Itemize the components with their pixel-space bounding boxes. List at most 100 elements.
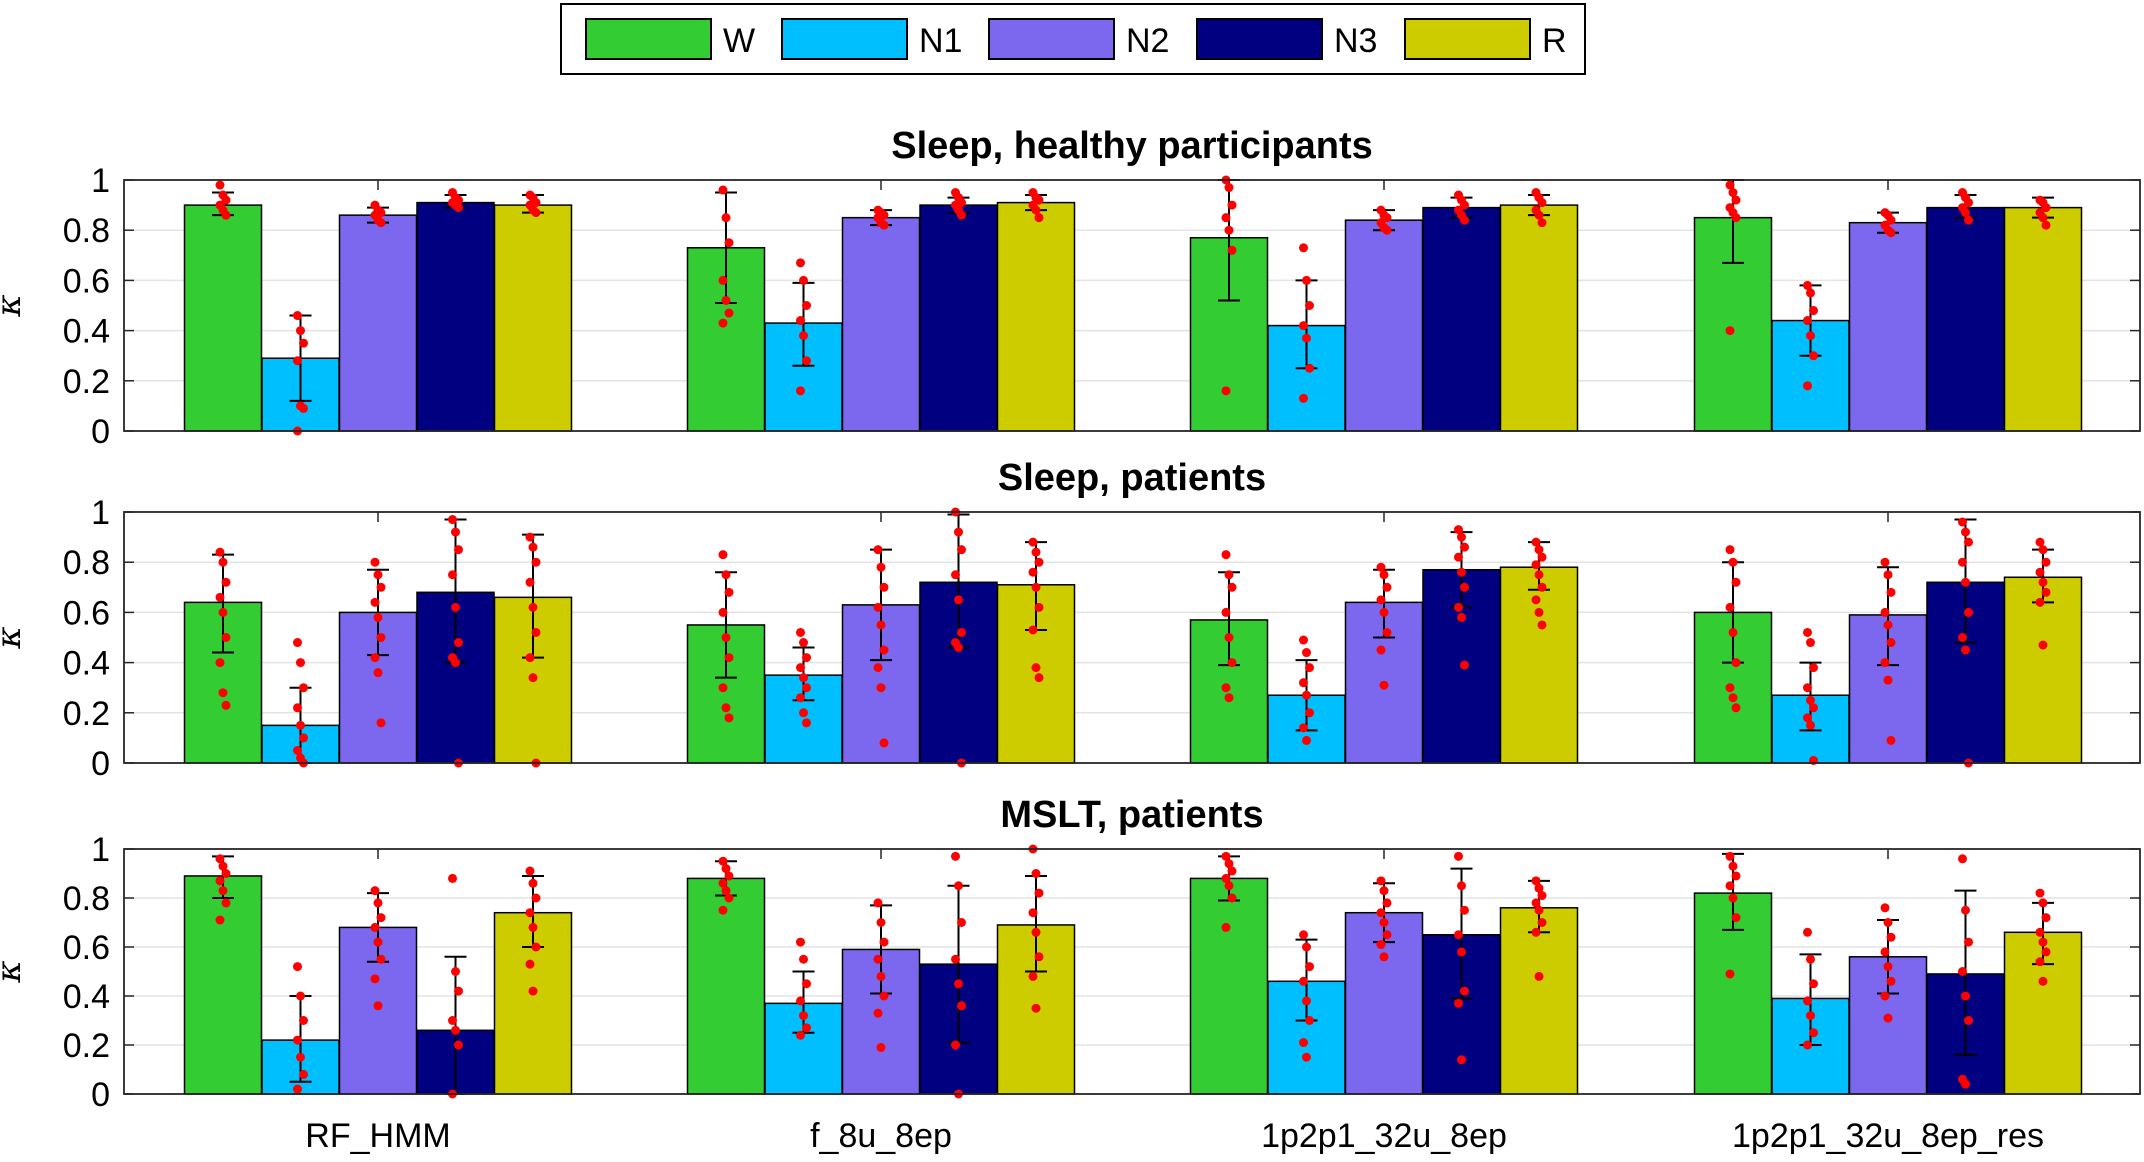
data-point — [1961, 905, 1970, 915]
data-point — [1725, 683, 1735, 693]
data-point — [221, 210, 231, 220]
data-point — [525, 866, 535, 876]
x-category-label: 1p2p1_32u_8ep — [1261, 1117, 1507, 1155]
data-point — [1305, 708, 1314, 718]
data-point — [1537, 891, 1547, 901]
data-point — [1305, 363, 1314, 373]
data-point — [1803, 1040, 1812, 1050]
data-point — [448, 570, 457, 580]
data-point — [531, 893, 541, 903]
data-point — [802, 356, 811, 366]
data-point — [451, 602, 460, 612]
data-point — [215, 180, 225, 190]
data-point — [1221, 683, 1231, 693]
y-tick-label: 0.4 — [63, 645, 110, 683]
data-point — [2038, 976, 2048, 986]
data-point — [876, 620, 886, 630]
data-point — [1883, 620, 1893, 630]
data-point — [1460, 215, 1469, 225]
data-point — [1028, 908, 1038, 918]
x-category-label: f_8u_8ep — [810, 1117, 952, 1155]
data-point — [1537, 620, 1547, 630]
data-point — [802, 301, 811, 310]
data-point — [221, 577, 231, 587]
data-point — [299, 403, 308, 413]
data-point — [376, 913, 386, 923]
data-point — [1224, 225, 1234, 235]
data-point — [1379, 918, 1389, 927]
data-point — [1305, 1016, 1314, 1025]
data-point — [1531, 898, 1541, 908]
panel-title: MSLT, patients — [1000, 794, 1263, 836]
y-tick-label: 0.8 — [63, 544, 110, 582]
data-point — [1299, 930, 1308, 940]
data-point — [1299, 243, 1308, 253]
data-point — [1534, 210, 1544, 220]
data-point — [373, 570, 383, 580]
data-point — [1305, 301, 1314, 310]
axes-frame — [123, 179, 2141, 432]
axes-frame — [123, 848, 2141, 1095]
data-point — [370, 886, 380, 896]
legend-swatch-N2 — [988, 18, 1115, 60]
data-point — [1221, 607, 1231, 617]
data-point — [293, 1035, 302, 1045]
data-point — [215, 915, 225, 925]
data-point — [2038, 937, 2048, 947]
data-point — [802, 718, 811, 728]
data-point — [296, 1052, 305, 1062]
bar-W-f_8u_8ep — [686, 877, 766, 1095]
data-point — [718, 318, 728, 328]
data-point — [724, 653, 734, 663]
y-tick-label: 0.6 — [63, 929, 110, 967]
bar-R-f_8u_8ep — [996, 201, 1076, 432]
bar-N3-f_8u_8ep — [919, 204, 998, 432]
data-point — [1302, 735, 1311, 745]
data-point — [373, 668, 383, 678]
data-point — [2038, 898, 2048, 908]
data-point — [1302, 942, 1311, 952]
data-point — [299, 683, 308, 693]
data-point — [2041, 203, 2051, 213]
data-point — [1460, 200, 1469, 210]
data-point — [1454, 602, 1463, 612]
data-point — [293, 311, 302, 321]
data-point — [1534, 607, 1544, 617]
data-point — [799, 954, 808, 964]
data-point — [296, 658, 305, 668]
data-point — [876, 683, 886, 693]
data-point — [1883, 962, 1893, 972]
data-point — [1460, 986, 1469, 996]
data-point — [373, 1001, 383, 1011]
legend-swatch-R — [1404, 18, 1531, 60]
data-point — [1028, 625, 1038, 635]
data-point — [879, 937, 889, 947]
data-point — [954, 881, 963, 891]
data-point — [215, 854, 225, 864]
data-point — [1725, 602, 1735, 612]
data-point — [876, 971, 886, 981]
data-point — [1809, 979, 1818, 989]
data-point — [1382, 627, 1392, 637]
data-point — [1809, 351, 1818, 361]
data-point — [1221, 213, 1231, 223]
data-point — [1958, 557, 1967, 567]
data-point — [1028, 537, 1038, 547]
bar-N2-f_8u_8ep — [841, 216, 921, 432]
data-point — [799, 638, 808, 648]
data-point — [1725, 881, 1735, 891]
data-point — [2038, 545, 2048, 555]
data-point — [2035, 957, 2045, 967]
data-point — [1382, 930, 1392, 940]
data-point — [1886, 215, 1896, 225]
data-point — [1880, 607, 1890, 617]
data-point — [1534, 971, 1544, 981]
data-point — [1961, 1079, 1970, 1089]
data-point — [1537, 552, 1547, 562]
legend-swatch-W — [585, 18, 712, 60]
data-point — [2038, 640, 2048, 650]
bar-N3-1p2p1_32u_8ep — [1422, 206, 1501, 432]
bar-N2-1p2p1_32u_8ep_res — [1848, 221, 1928, 432]
data-point — [1728, 627, 1738, 637]
